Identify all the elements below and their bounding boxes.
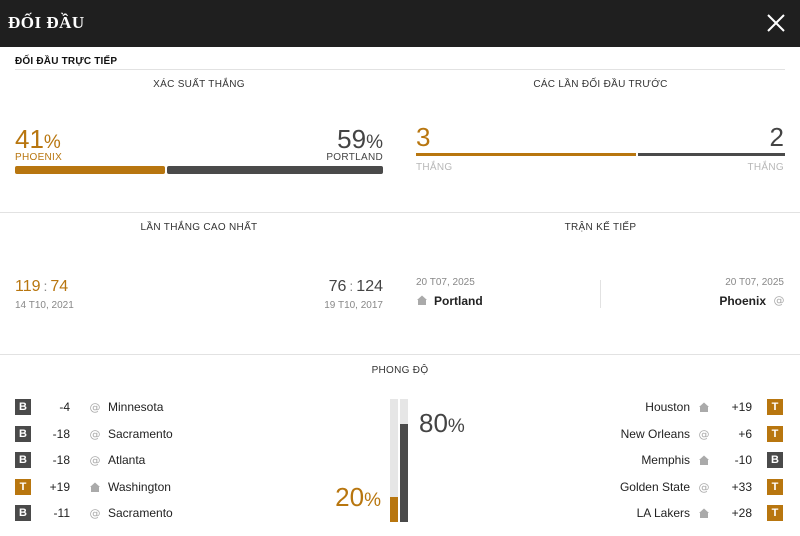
next-match-home-date: 20 T07, 2025 [416,277,475,288]
home-form-pct: 20% [335,482,381,512]
point-diff: -4 [59,400,70,414]
result-badge: B [15,505,31,521]
home-form-bar-track [390,399,398,522]
point-diff: +28 [731,506,752,520]
result-badge: B [15,452,31,468]
result-badge: B [15,425,31,442]
away-biggest-win-date: 19 T10, 2017 [324,300,383,311]
opponent-name: Golden State [619,479,690,494]
point-diff: +6 [738,426,752,441]
opponent-name: Washington [108,479,171,494]
close-icon[interactable] [766,13,786,33]
opponent-name: Sacramento [108,426,173,441]
point-diff: +33 [731,479,752,494]
away-wins-bar [638,153,785,156]
svg-text:@: @ [90,454,101,466]
svg-text:@: @ [699,481,710,493]
home-icon [417,295,427,305]
svg-text:@: @ [774,294,785,306]
at-icon: @ [699,428,710,440]
opponent-name: Atlanta [108,453,146,467]
divider [0,354,800,355]
home-biggest-win-score: 119:74 [15,278,69,295]
result-badge: B [767,452,783,468]
point-diff: -18 [52,426,70,441]
away-win-bar [167,166,383,174]
divider [15,69,785,70]
opponent-name: Sacramento [108,506,173,520]
point-diff: -11 [53,506,70,520]
at-icon: @ [90,401,101,413]
modal-title: ĐỐI ĐẦU [8,13,85,32]
section-title: ĐỐI ĐẦU TRỰC TIẾP [15,56,118,67]
form-heading: PHONG ĐỘ [371,365,429,376]
away-biggest-win-score: 76:124 [328,278,383,295]
home-win-pct: 41% [15,124,61,154]
at-icon: @ [699,481,710,493]
divider [0,212,800,213]
point-diff: -18 [52,453,70,467]
home-form-bar [390,497,398,522]
next-match-away-team[interactable]: Phoenix [719,294,766,308]
away-form-bar [400,424,408,522]
result-badge: T [767,505,783,521]
home-biggest-win-date: 14 T10, 2021 [15,300,74,311]
win-probability-heading: XÁC SUẤT THẮNG [153,79,245,90]
home-wins-label: THẮNG [416,162,453,173]
result-badge: T [767,478,783,495]
previous-meetings-heading: CÁC LẦN ĐỐI ĐẦU TRƯỚC [533,79,668,90]
opponent-name: New Orleans [620,426,690,441]
result-badge: T [767,425,783,442]
opponent-name: Memphis [641,453,690,467]
home-icon [699,402,709,412]
result-badge: B [15,399,31,415]
home-icon [699,455,709,465]
opponent-name: Minnesota [108,400,164,414]
point-diff: +19 [731,400,752,414]
away-form-pct: 80% [419,408,465,438]
biggest-win-heading: LẦN THẮNG CAO NHẤT [140,222,258,233]
svg-text:@: @ [90,401,101,413]
opponent-name: Houston [645,400,690,414]
home-icon [90,482,100,492]
at-icon: @ [90,454,101,466]
at-icon: @ [90,428,101,440]
result-badge: T [767,399,783,415]
home-icon [699,508,709,518]
modal-header: ĐỐI ĐẦU [0,0,800,47]
divider [600,280,601,308]
home-wins-bar [416,153,636,156]
svg-text:@: @ [90,507,101,519]
at-icon: @ [90,507,101,519]
away-wins-count: 2 [769,122,784,152]
svg-text:@: @ [90,428,101,440]
away-team-label: PORTLAND [326,152,383,163]
next-match-away-date: 20 T07, 2025 [725,277,784,288]
next-match-home-team[interactable]: Portland [434,294,483,308]
home-win-bar [15,166,165,174]
away-win-pct: 59% [337,124,383,154]
point-diff: -10 [734,453,752,467]
next-match-heading: TRẬN KẾ TIẾP [564,222,637,233]
point-diff: +19 [49,479,70,494]
away-wins-label: THẮNG [747,162,784,173]
opponent-name: LA Lakers [636,506,690,520]
home-team-label: PHOENIX [15,152,63,163]
svg-text:@: @ [699,428,710,440]
home-wins-count: 3 [416,122,431,152]
at-icon: @ [774,294,785,306]
result-badge: T [15,478,31,495]
